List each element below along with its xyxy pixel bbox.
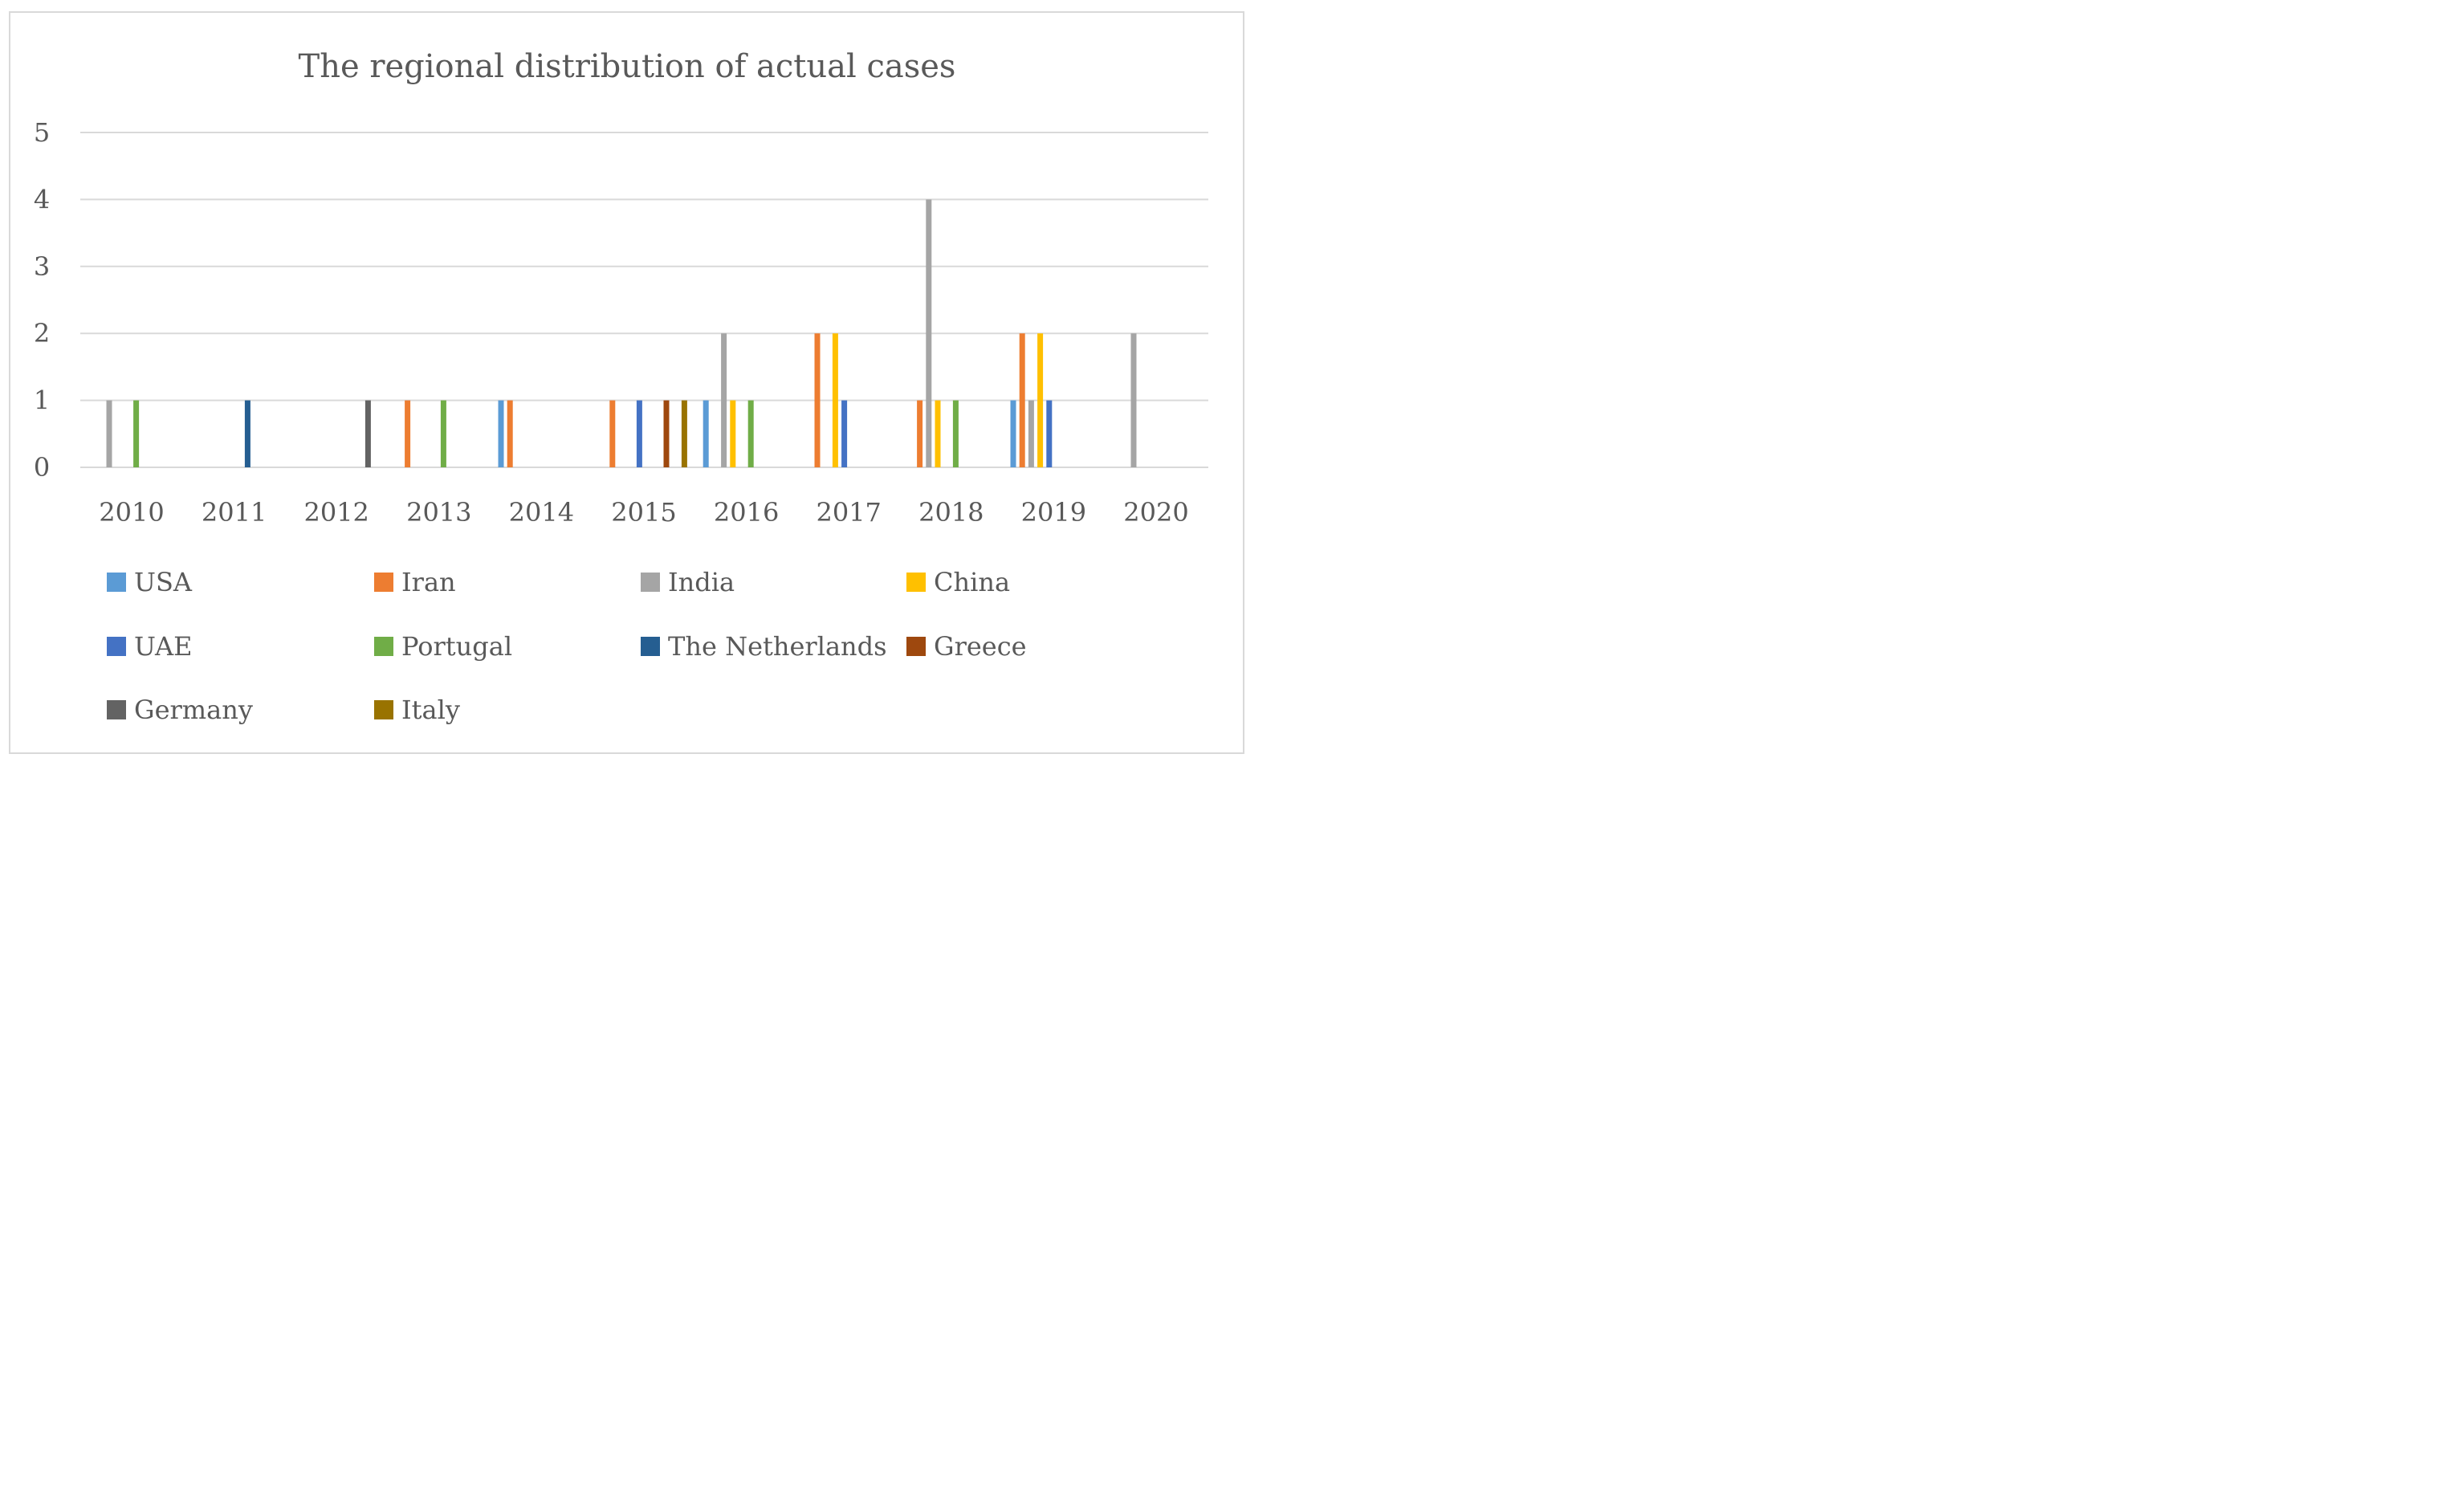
legend-swatch bbox=[107, 637, 126, 656]
bar-marks bbox=[106, 199, 1137, 467]
bar-usa-2016 bbox=[703, 400, 709, 467]
x-tick-label: 2011 bbox=[202, 497, 267, 528]
x-tick-label: 2016 bbox=[714, 497, 779, 528]
legend-label: India bbox=[668, 567, 735, 597]
legend-swatch bbox=[906, 637, 926, 656]
bar-the-netherlands-2011 bbox=[244, 400, 250, 467]
chart-frame: The regional distribution of actual case… bbox=[0, 0, 1255, 767]
chart-border bbox=[9, 11, 1244, 754]
bar-iran-2018 bbox=[917, 400, 923, 467]
bar-uae-2015 bbox=[636, 400, 642, 467]
legend-item-italy: Italy bbox=[374, 695, 460, 725]
legend-swatch bbox=[107, 700, 126, 719]
y-tick-label: 1 bbox=[34, 385, 50, 416]
legend-item-portugal: Portugal bbox=[374, 631, 512, 662]
bar-uae-2019 bbox=[1046, 400, 1053, 467]
legend-label: Portugal bbox=[401, 631, 512, 662]
legend-label: Germany bbox=[134, 695, 253, 725]
bar-india-2020 bbox=[1130, 333, 1137, 467]
bar-usa-2019 bbox=[1010, 400, 1016, 467]
legend-item-uae: UAE bbox=[107, 631, 192, 662]
legend-swatch bbox=[641, 573, 660, 592]
chart-title: The regional distribution of actual case… bbox=[299, 48, 956, 85]
bar-iran-2014 bbox=[507, 400, 513, 467]
legend-label: Italy bbox=[401, 695, 460, 725]
y-tick-label: 0 bbox=[34, 452, 50, 483]
x-tick-label: 2010 bbox=[99, 497, 164, 528]
x-tick-label: 2017 bbox=[816, 497, 881, 528]
legend-label: Iran bbox=[401, 567, 456, 597]
bar-portugal-2018 bbox=[952, 400, 959, 467]
bar-india-2018 bbox=[926, 199, 932, 467]
bar-iran-2017 bbox=[814, 333, 821, 467]
legend-swatch bbox=[107, 573, 126, 592]
legend-swatch bbox=[374, 573, 393, 592]
legend-swatch bbox=[374, 637, 393, 656]
bar-greece-2015 bbox=[663, 400, 670, 467]
legend-item-the-netherlands: The Netherlands bbox=[641, 631, 887, 662]
y-tick-label: 2 bbox=[34, 318, 50, 348]
bar-germany-2012 bbox=[365, 400, 371, 467]
legend-item-usa: USA bbox=[107, 567, 193, 597]
x-tick-label: 2014 bbox=[509, 497, 574, 528]
x-tick-label: 2020 bbox=[1123, 497, 1188, 528]
bar-usa-2014 bbox=[498, 400, 504, 467]
bar-india-2016 bbox=[721, 333, 727, 467]
y-tick-label: 3 bbox=[34, 251, 50, 282]
bar-italy-2015 bbox=[681, 400, 687, 467]
legend-item-india: India bbox=[641, 567, 735, 597]
x-tick-label: 2012 bbox=[303, 497, 369, 528]
bar-china-2016 bbox=[730, 400, 736, 467]
legend-label: USA bbox=[134, 567, 193, 597]
bar-portugal-2016 bbox=[747, 400, 754, 467]
legend-item-china: China bbox=[906, 567, 1010, 597]
bar-uae-2017 bbox=[841, 400, 848, 467]
legend-swatch bbox=[906, 573, 926, 592]
legend-item-greece: Greece bbox=[906, 631, 1027, 662]
y-tick-label: 5 bbox=[34, 117, 50, 148]
x-tick-label: 2019 bbox=[1021, 497, 1086, 528]
legend-swatch bbox=[374, 700, 393, 719]
bar-china-2017 bbox=[832, 333, 838, 467]
bar-india-2010 bbox=[106, 400, 112, 467]
bar-iran-2019 bbox=[1019, 333, 1025, 467]
bar-china-2018 bbox=[935, 400, 941, 467]
legend-label: The Netherlands bbox=[668, 631, 887, 662]
bar-portugal-2010 bbox=[133, 400, 140, 467]
x-tick-label: 2013 bbox=[406, 497, 471, 528]
legend: USA Iran India China UAE Portugal The Netherla… bbox=[107, 567, 1027, 725]
x-axis: 2010 2011 2012 2013 2014 2015 2016 2017 2018 2019… bbox=[99, 497, 1188, 528]
bar-china-2019 bbox=[1037, 333, 1044, 467]
legend-label: China bbox=[934, 567, 1010, 597]
bar-portugal-2013 bbox=[440, 400, 446, 467]
x-tick-label: 2018 bbox=[918, 497, 984, 528]
bar-india-2019 bbox=[1028, 400, 1034, 467]
bar-iran-2013 bbox=[405, 400, 411, 467]
y-tick-label: 4 bbox=[34, 184, 50, 214]
chart-svg: The regional distribution of actual case… bbox=[9, 11, 1244, 754]
y-axis: 0 1 2 3 4 5 bbox=[34, 117, 50, 483]
x-tick-label: 2015 bbox=[611, 497, 676, 528]
legend-label: Greece bbox=[934, 631, 1027, 662]
legend-item-iran: Iran bbox=[374, 567, 456, 597]
legend-swatch bbox=[641, 637, 660, 656]
legend-label: UAE bbox=[134, 631, 192, 662]
bar-iran-2015 bbox=[609, 400, 616, 467]
legend-item-germany: Germany bbox=[107, 695, 253, 725]
